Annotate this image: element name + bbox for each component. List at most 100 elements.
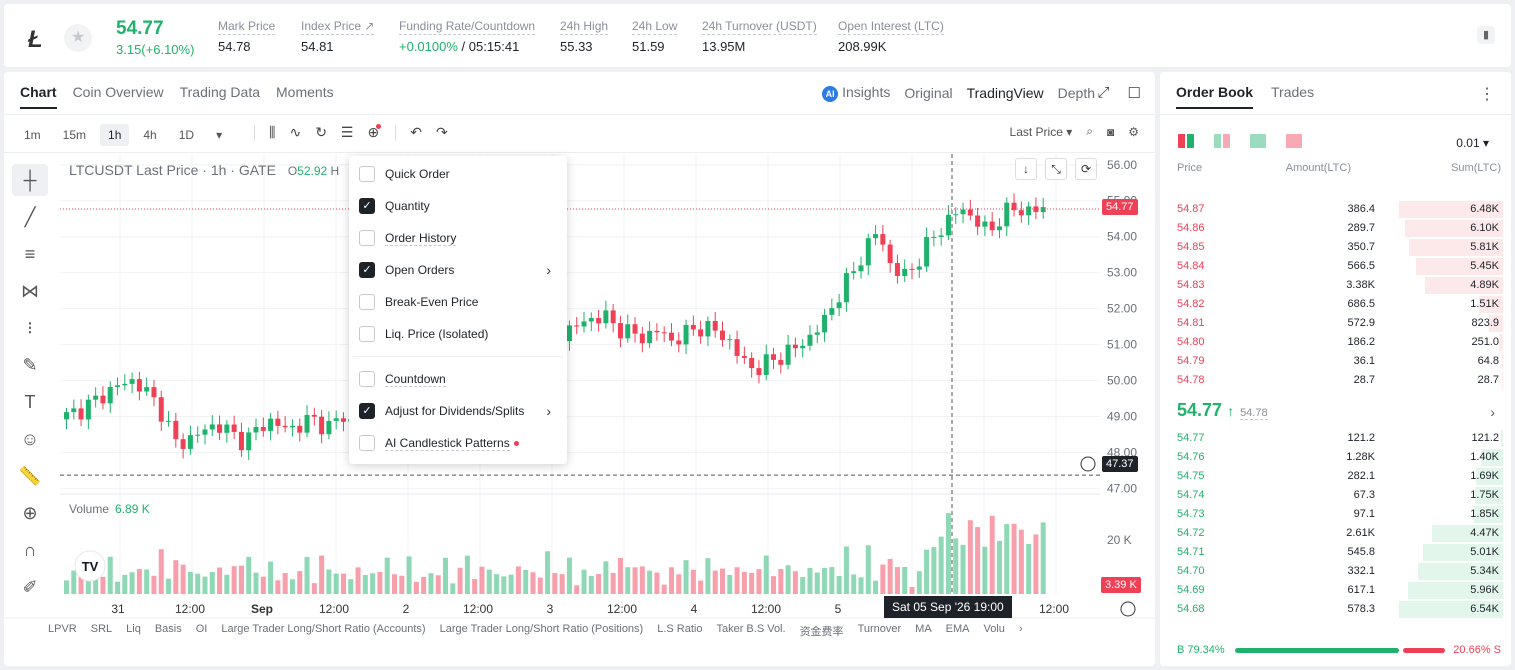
popup-item[interactable]: Quick Order [359, 164, 555, 184]
tab-chart[interactable]: Chart [20, 84, 57, 109]
interval-4h[interactable]: 4h [143, 128, 157, 142]
orderbook-row[interactable]: 54.82 686.5 1.51K [1160, 295, 1511, 314]
price-type-select[interactable]: Last Price ▾ [1009, 124, 1073, 139]
pattern-tool-icon[interactable]: ⋈ [21, 281, 39, 301]
orderbook-row[interactable]: 54.85 350.7 5.81K [1160, 238, 1511, 257]
interval-1m[interactable]: 1m [24, 128, 41, 142]
zoom-in-icon[interactable]: ⊕ [22, 503, 38, 523]
favorite-star-icon[interactable]: ★ [64, 24, 92, 52]
add-icon[interactable]: ⊕ [367, 124, 382, 140]
collapse-icon[interactable]: ⤡ [1045, 158, 1067, 180]
emoji-icon[interactable]: ☺ [20, 429, 40, 449]
crosshair-tool-icon[interactable]: ┼ [12, 164, 48, 196]
chevron-right-icon[interactable]: › [1490, 404, 1495, 420]
chevron-right-icon[interactable]: › [1018, 623, 1023, 635]
trend-line-icon[interactable]: ╱ [24, 207, 36, 227]
camera-icon[interactable]: ◙ [1106, 124, 1115, 139]
tab-moments[interactable]: Moments [276, 84, 334, 100]
popup-item[interactable]: Order History [359, 228, 555, 248]
indicator-item[interactable]: LPVR [48, 623, 77, 635]
indicator-item[interactable]: Taker B.S Vol. [716, 623, 786, 635]
fib-tool-icon[interactable]: ⁝ [27, 318, 33, 338]
depth-tab[interactable]: Depth [1057, 85, 1095, 101]
undo-icon[interactable]: ↶ [410, 124, 422, 140]
notebook-icon[interactable]: ▮ [1477, 26, 1495, 44]
candlestick-chart[interactable]: 56.0055.0054.0053.0052.0051.0050.0049.00… [4, 72, 1155, 666]
orderbook-row[interactable]: 54.68 578.3 6.54K [1160, 600, 1511, 619]
magnet-icon[interactable]: ∩ [23, 540, 37, 560]
checkbox-checked-icon[interactable]: ✓ [359, 403, 375, 419]
indicator-item[interactable]: SRL [90, 623, 113, 635]
checkbox-checked-icon[interactable]: ✓ [359, 262, 375, 278]
indicator-item[interactable]: MA [915, 623, 932, 635]
indicator-item[interactable]: Large Trader Long/Short Ratio (Accounts) [221, 623, 426, 635]
indicator-item[interactable]: Large Trader Long/Short Ratio (Positions… [439, 623, 644, 635]
search-icon[interactable]: ⌕ [1086, 124, 1093, 138]
horizontal-lines-icon[interactable]: ≡ [24, 244, 36, 264]
popup-item[interactable]: AI Candlestick Patterns [359, 433, 555, 453]
orderbook-row[interactable]: 54.74 67.3 1.75K [1160, 486, 1511, 505]
checkbox-icon[interactable] [359, 326, 375, 342]
refresh-icon[interactable]: ↻ [315, 124, 327, 140]
asks-only-icon[interactable] [1286, 134, 1302, 148]
indicator-item[interactable]: Volu [983, 623, 1005, 635]
orderbook-row[interactable]: 54.83 3.38K 4.89K [1160, 276, 1511, 295]
arrow-down-icon[interactable]: ↓ [1015, 158, 1037, 180]
both-sides-icon[interactable] [1178, 134, 1194, 148]
orderbook-row[interactable]: 54.70 332.1 5.34K [1160, 562, 1511, 581]
tab-order-book[interactable]: Order Book [1176, 84, 1254, 109]
checkbox-icon[interactable] [359, 294, 375, 310]
settings-list-icon[interactable]: ☰ [340, 124, 354, 140]
orderbook-row[interactable]: 54.72 2.61K 4.47K [1160, 524, 1511, 543]
popup-item[interactable]: Countdown [359, 369, 555, 389]
window-icon[interactable]: ☐ [1127, 85, 1141, 102]
indicators-icon[interactable]: ∿ [289, 124, 302, 140]
more-menu-icon[interactable]: ⋮ [1479, 86, 1495, 103]
indicator-item[interactable]: 资金费率 [799, 626, 844, 638]
tick-size-select[interactable]: 0.01 ▾ [1456, 136, 1489, 150]
ruler-icon[interactable]: 📏 [18, 466, 42, 486]
original-tab[interactable]: Original [904, 85, 953, 101]
popup-item[interactable]: ✓ Adjust for Dividends/Splits › [359, 401, 555, 421]
candle-type-icon[interactable]: ⫼ [269, 124, 276, 140]
interval-1D[interactable]: 1D [178, 128, 195, 142]
redo-icon[interactable]: ↷ [435, 124, 448, 140]
orderbook-row[interactable]: 54.86 289.7 6.10K [1160, 219, 1511, 238]
popup-item[interactable]: Liq. Price (Isolated) [359, 324, 555, 344]
interval-1h[interactable]: 1h [100, 124, 130, 146]
indicator-item[interactable]: L.S Ratio [657, 623, 703, 635]
expand-icon[interactable]: ⤢ [1097, 84, 1110, 101]
interval-15m[interactable]: 15m [62, 128, 87, 142]
sync-icon[interactable]: ⟳ [1075, 158, 1097, 180]
orderbook-row[interactable]: 54.71 545.8 5.01K [1160, 543, 1511, 562]
indicator-item[interactable]: OI [195, 623, 208, 635]
orderbook-row[interactable]: 54.75 282.1 1.69K [1160, 467, 1511, 486]
indicator-item[interactable]: EMA [945, 623, 970, 635]
orderbook-row[interactable]: 54.76 1.28K 1.40K [1160, 448, 1511, 467]
split-icon[interactable] [1214, 134, 1230, 148]
checkbox-icon[interactable] [359, 435, 375, 451]
orderbook-row[interactable]: 54.78 28.7 28.7 [1160, 371, 1511, 390]
indicator-item[interactable]: Turnover [857, 623, 902, 635]
text-tool-icon[interactable]: T [24, 392, 36, 412]
orderbook-row[interactable]: 54.79 36.1 64.8 [1160, 352, 1511, 371]
indicator-item[interactable]: Basis [154, 623, 182, 635]
popup-item[interactable]: ✓ Open Orders › [359, 260, 555, 280]
pencil-lock-icon[interactable]: ✐ [22, 577, 38, 597]
indicator-item[interactable]: Liq [126, 623, 141, 635]
bids-only-icon[interactable] [1250, 134, 1266, 148]
orderbook-row[interactable]: 54.84 566.5 5.45K [1160, 257, 1511, 276]
tab-trading-data[interactable]: Trading Data [179, 84, 261, 100]
checkbox-checked-icon[interactable]: ✓ [359, 198, 375, 214]
orderbook-row[interactable]: 54.87 386.4 6.48K [1160, 200, 1511, 219]
gear-icon[interactable]: ⚙ [1128, 124, 1139, 139]
orderbook-row[interactable]: 54.69 617.1 5.96K [1160, 581, 1511, 600]
orderbook-row[interactable]: 54.80 186.2 251.0 [1160, 333, 1511, 352]
orderbook-row[interactable]: 54.73 97.1 1.85K [1160, 505, 1511, 524]
checkbox-icon[interactable] [359, 166, 375, 182]
tradingview-tab[interactable]: TradingView [966, 85, 1044, 101]
checkbox-icon[interactable] [359, 230, 375, 246]
checkbox-icon[interactable] [359, 371, 375, 387]
insights-tab[interactable]: AI Insights [822, 84, 890, 102]
popup-item[interactable]: Break-Even Price [359, 292, 555, 312]
